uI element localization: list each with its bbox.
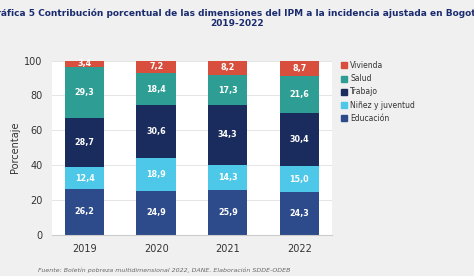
Text: 18,9: 18,9 bbox=[146, 170, 166, 179]
Bar bbox=[280, 192, 319, 235]
Text: 29,3: 29,3 bbox=[75, 87, 94, 97]
Text: 14,3: 14,3 bbox=[218, 172, 237, 182]
Text: 21,6: 21,6 bbox=[290, 90, 309, 99]
Bar bbox=[137, 73, 176, 105]
Text: 7,2: 7,2 bbox=[149, 62, 163, 71]
Text: Gráfica 5 Contribución porcentual de las dimensiones del IPM a la incidencia aju: Gráfica 5 Contribución porcentual de las… bbox=[0, 8, 474, 28]
Bar bbox=[65, 67, 104, 118]
Y-axis label: Porcentaje: Porcentaje bbox=[10, 122, 20, 173]
Bar bbox=[208, 190, 247, 235]
Bar bbox=[280, 76, 319, 113]
Text: 8,2: 8,2 bbox=[220, 63, 235, 72]
Text: 34,3: 34,3 bbox=[218, 130, 237, 139]
Bar bbox=[208, 61, 247, 75]
Text: 30,4: 30,4 bbox=[290, 135, 309, 144]
Text: Fuente: Boletín pobreza multidimensional 2022, DANE. Elaboración SDDE-ODEB: Fuente: Boletín pobreza multidimensional… bbox=[38, 268, 290, 273]
Bar bbox=[65, 61, 104, 67]
Bar bbox=[137, 105, 176, 158]
Bar bbox=[280, 61, 319, 76]
Text: 3,4: 3,4 bbox=[77, 59, 91, 68]
Bar bbox=[65, 189, 104, 235]
Text: 24,3: 24,3 bbox=[290, 209, 309, 218]
Bar bbox=[137, 158, 176, 191]
Bar bbox=[208, 75, 247, 105]
Bar bbox=[137, 191, 176, 235]
Bar bbox=[280, 113, 319, 166]
Bar bbox=[208, 105, 247, 165]
Bar bbox=[137, 61, 176, 73]
Bar bbox=[65, 118, 104, 168]
Bar bbox=[280, 166, 319, 192]
Bar bbox=[65, 168, 104, 189]
Text: 8,7: 8,7 bbox=[292, 64, 307, 73]
Text: 12,4: 12,4 bbox=[75, 174, 94, 183]
Text: 25,9: 25,9 bbox=[218, 208, 237, 217]
Text: 28,7: 28,7 bbox=[74, 138, 94, 147]
Text: 15,0: 15,0 bbox=[290, 175, 309, 184]
Text: 17,3: 17,3 bbox=[218, 86, 237, 94]
Text: 30,6: 30,6 bbox=[146, 127, 166, 136]
Bar bbox=[208, 165, 247, 190]
Legend: Vivienda, Salud, Trabajo, Niñez y juventud, Educación: Vivienda, Salud, Trabajo, Niñez y juvent… bbox=[341, 61, 415, 123]
Text: 24,9: 24,9 bbox=[146, 208, 166, 217]
Text: 26,2: 26,2 bbox=[74, 207, 94, 216]
Text: 18,4: 18,4 bbox=[146, 85, 166, 94]
